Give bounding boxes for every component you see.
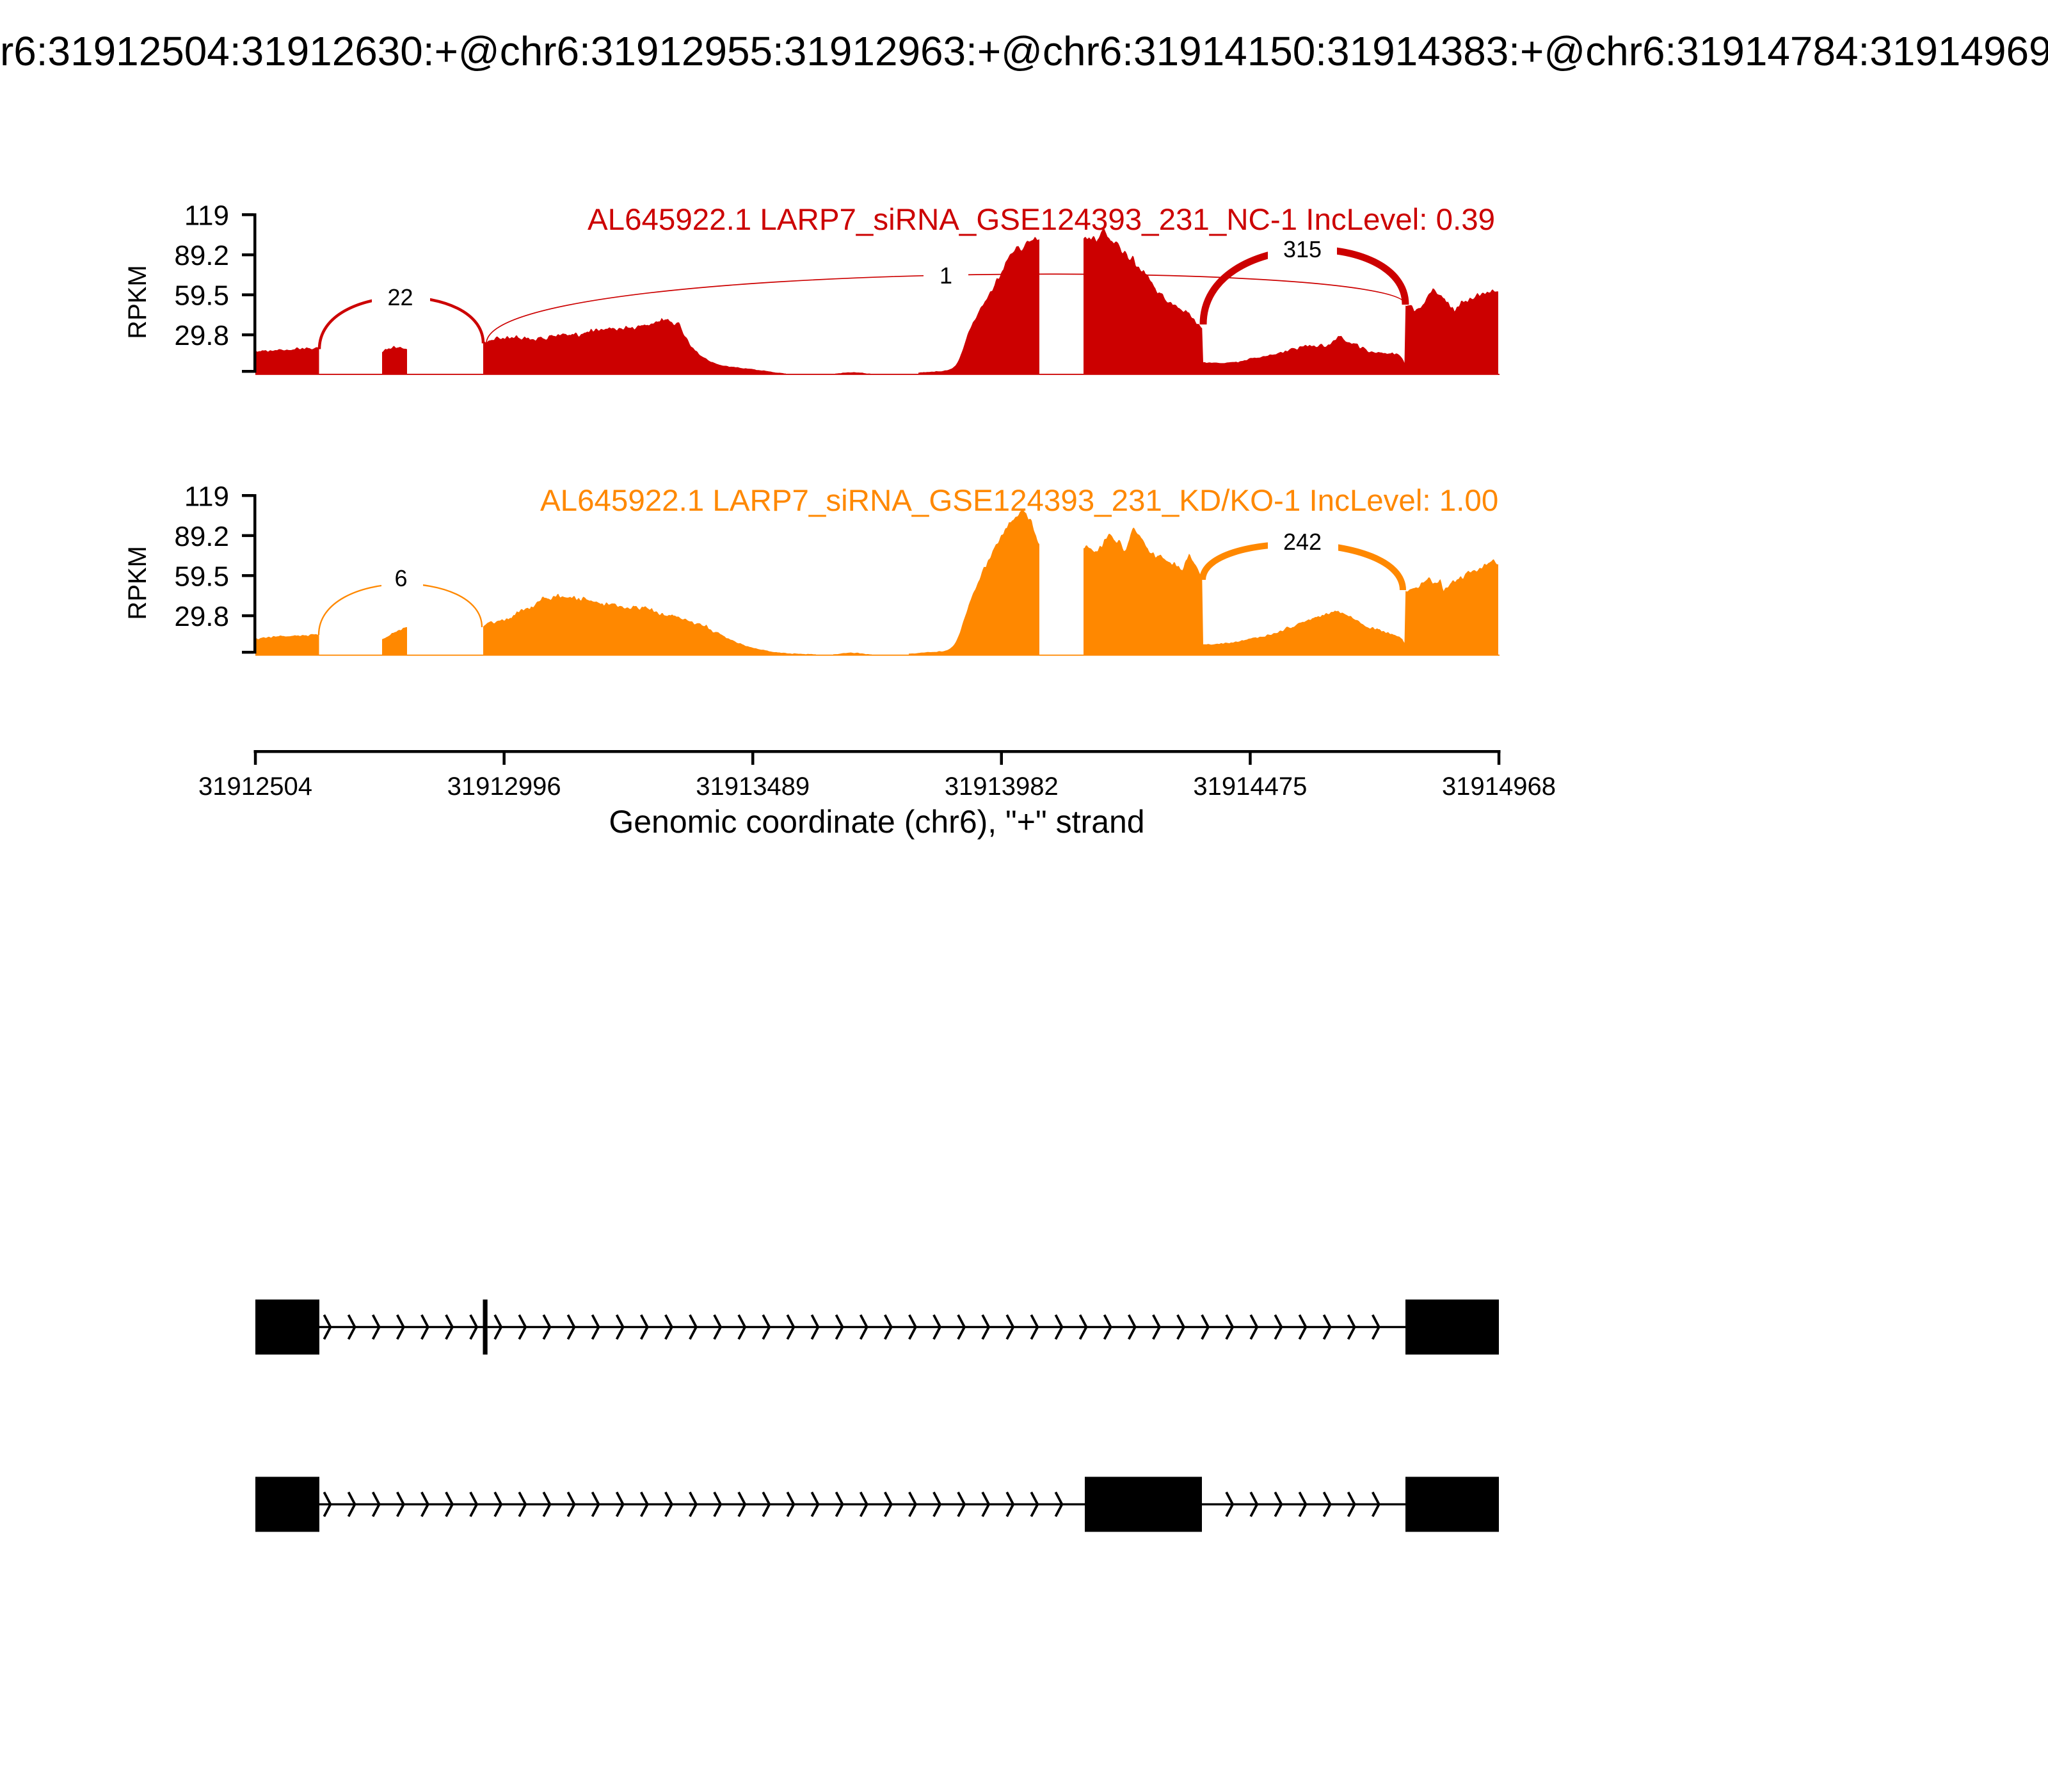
- svg-text:Genomic coordinate (chr6), "+": Genomic coordinate (chr6), "+" strand: [609, 804, 1144, 840]
- svg-text:22: 22: [387, 284, 413, 310]
- svg-text:RPKM: RPKM: [124, 546, 152, 620]
- svg-text:119: 119: [184, 200, 229, 232]
- svg-text:31914968: 31914968: [1442, 772, 1556, 801]
- svg-text:59.5: 59.5: [174, 280, 229, 312]
- svg-text:r6:31912504:31912630:+@chr6:31: r6:31912504:31912630:+@chr6:31912955:319…: [0, 28, 2048, 74]
- svg-text:242: 242: [1283, 529, 1322, 555]
- svg-text:AL645922.1 LARP7_siRNA_GSE1243: AL645922.1 LARP7_siRNA_GSE124393_231_NC-…: [588, 203, 1495, 237]
- svg-text:31912504: 31912504: [198, 772, 312, 801]
- svg-text:31913982: 31913982: [945, 772, 1059, 801]
- svg-text:315: 315: [1283, 236, 1322, 262]
- svg-text:119: 119: [184, 481, 229, 512]
- svg-text:29.8: 29.8: [174, 601, 229, 632]
- svg-text:89.2: 89.2: [174, 240, 229, 271]
- svg-text:31913489: 31913489: [696, 772, 810, 801]
- svg-text:29.8: 29.8: [174, 320, 229, 351]
- svg-text:89.2: 89.2: [174, 521, 229, 552]
- svg-text:1: 1: [940, 262, 952, 289]
- svg-text:RPKM: RPKM: [124, 265, 152, 339]
- svg-text:AL645922.1 LARP7_siRNA_GSE1243: AL645922.1 LARP7_siRNA_GSE124393_231_KD/…: [540, 484, 1498, 518]
- svg-text:31914475: 31914475: [1193, 772, 1307, 801]
- svg-text:31912996: 31912996: [447, 772, 561, 801]
- svg-text:6: 6: [394, 565, 407, 591]
- svg-text:59.5: 59.5: [174, 561, 229, 592]
